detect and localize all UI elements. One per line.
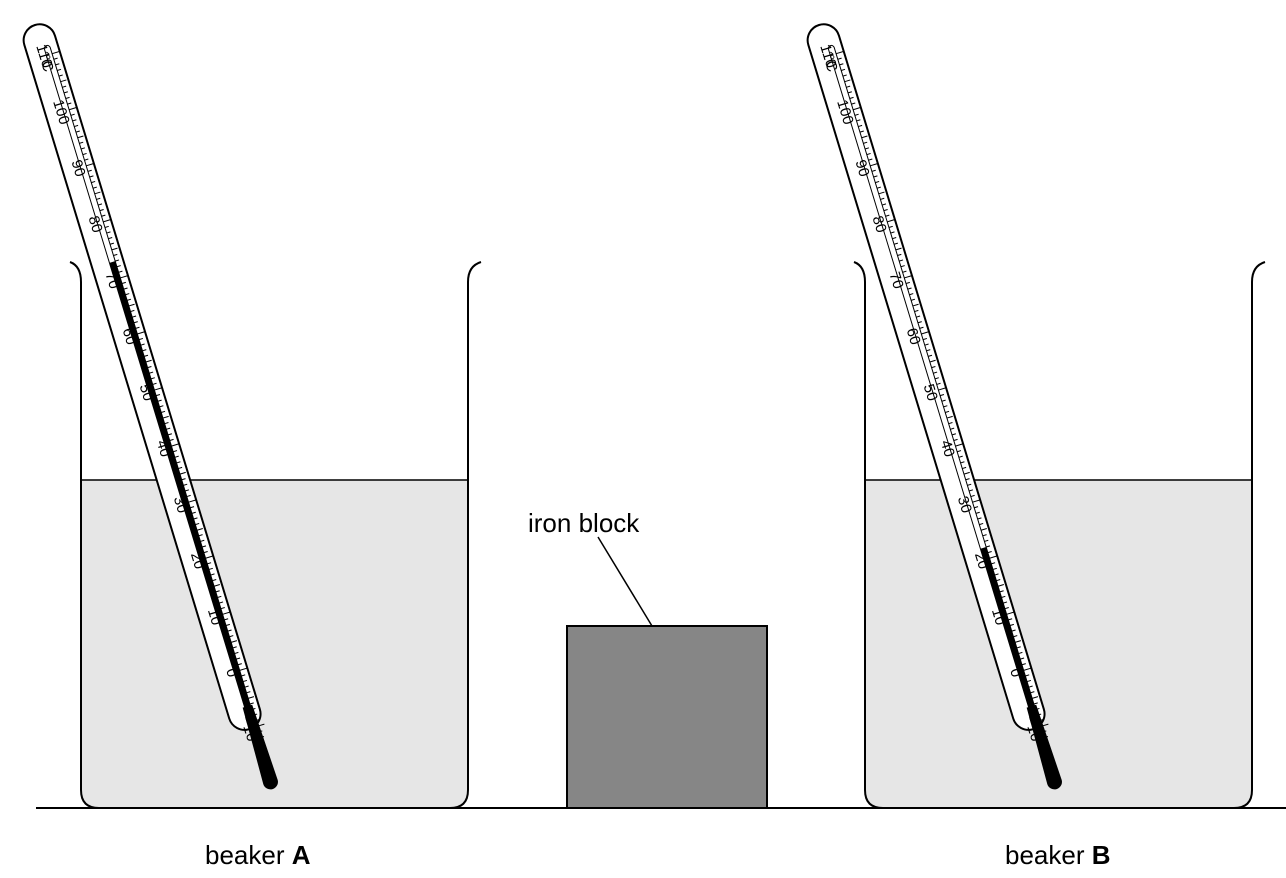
thermometer-scale-number: 110: [816, 42, 839, 70]
thermometer-scale-number: 60: [119, 326, 140, 347]
iron-block: [566, 625, 768, 809]
beaker-a-water: [81, 480, 468, 808]
thermometer-scale-number: 50: [920, 382, 941, 403]
thermometer-scale-number: 90: [67, 158, 88, 179]
thermometer-scale-number: 20: [971, 550, 992, 571]
thermometer-mercury: [980, 547, 1037, 714]
beaker-a-label-prefix: beaker: [205, 840, 292, 870]
beaker-a-label: beaker A: [205, 840, 311, 870]
thermometer-scale-number: 40: [937, 438, 958, 459]
thermometer-scale-number: 30: [170, 494, 191, 515]
thermometer-scale-number: 100: [833, 98, 857, 127]
thermometer-scale-number: 60: [903, 326, 924, 347]
thermometer-scale-number: 10: [988, 606, 1009, 627]
beaker-a: [69, 261, 482, 809]
beaker-b-label-letter: B: [1092, 840, 1111, 870]
thermometer-ticks: [51, 50, 265, 739]
iron-block-label: iron block: [528, 508, 640, 538]
beaker-a-glass: [69, 261, 482, 809]
thermometer-scale-number: 40: [153, 438, 174, 459]
thermometer-ticks: [835, 50, 1049, 739]
thermometer-capillary: [827, 44, 1037, 714]
beaker-b-glass: [853, 261, 1266, 809]
thermometer-scale-number: 30: [954, 494, 975, 515]
beaker-b-label: beaker B: [1005, 840, 1111, 870]
iron-block-leader-line: [597, 536, 653, 627]
thermometer-scale-number: 10: [204, 606, 225, 627]
beaker-b: [853, 261, 1266, 809]
thermometer-scale-number: 80: [85, 214, 106, 235]
thermometer-scale-number: 70: [102, 270, 123, 291]
thermometer-mercury: [109, 261, 253, 714]
beaker-a-label-letter: A: [292, 840, 311, 870]
thermometer-scale-number: 20: [187, 550, 208, 571]
thermometer-scale-number: 100: [49, 98, 73, 127]
beaker-b-water: [865, 480, 1252, 808]
iron-block-group: iron block: [528, 508, 768, 809]
thermometer-scale-number: −10: [237, 714, 261, 743]
thermometer-scale-number: −10: [1021, 714, 1045, 743]
thermometer-unit: °C: [820, 53, 841, 74]
thermometer-scale-number: 110: [32, 42, 55, 70]
thermometer-unit: °C: [36, 53, 57, 74]
beaker-b-label-prefix: beaker: [1005, 840, 1092, 870]
thermometer-scale-number: 50: [136, 382, 157, 403]
thermometer-bulb: [242, 704, 278, 790]
thermometer-bulb: [1026, 704, 1062, 790]
thermometer-scale-number: 90: [851, 158, 872, 179]
thermometer-scale-number: 70: [886, 270, 907, 291]
thermometer-scale-number: 80: [869, 214, 890, 235]
